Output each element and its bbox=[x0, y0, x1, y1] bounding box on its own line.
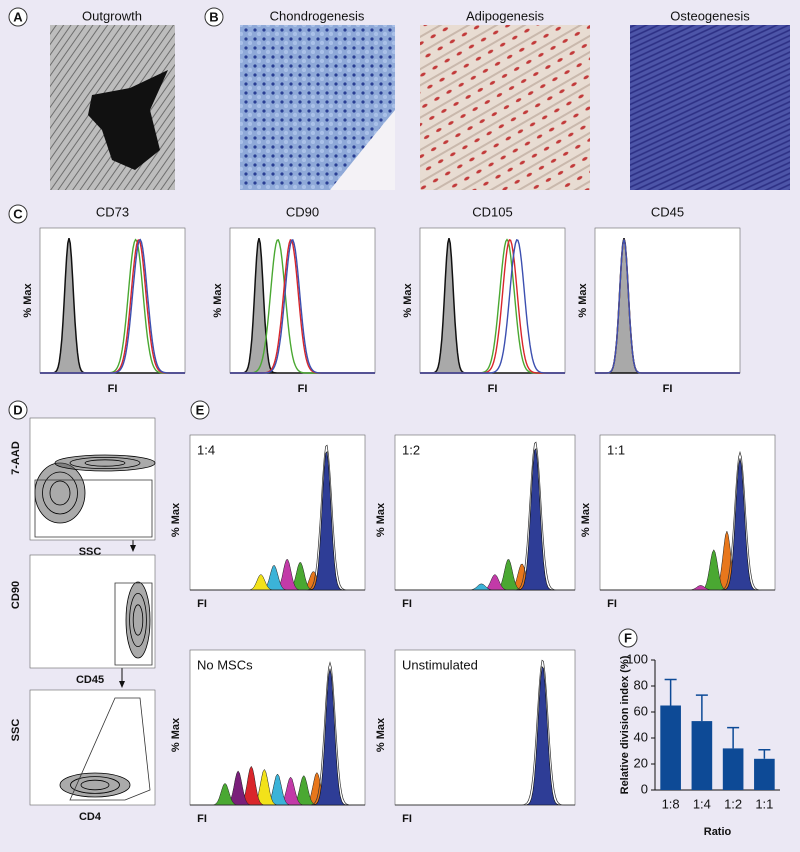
histogram-frame bbox=[189, 434, 366, 591]
marker-curve bbox=[230, 239, 375, 374]
y-axis-label: % Max bbox=[170, 717, 182, 752]
plot-title: CD73 bbox=[96, 204, 129, 219]
density-contour bbox=[132, 604, 144, 636]
image-title: Adipogenesis bbox=[466, 8, 545, 23]
histogram-frame bbox=[599, 434, 776, 591]
panel-badge bbox=[8, 400, 28, 420]
plot-title: CD90 bbox=[286, 204, 319, 219]
y-axis-label: % Max bbox=[22, 283, 34, 318]
y-axis-label: CD90 bbox=[10, 581, 22, 609]
y-axis-label: % Max bbox=[170, 502, 182, 537]
density-contour bbox=[129, 593, 147, 648]
plot-title: 1:2 bbox=[402, 442, 420, 457]
total-fit bbox=[600, 450, 775, 591]
y-axis-label: % Max bbox=[212, 283, 224, 318]
y-axis-label: % Max bbox=[577, 283, 589, 318]
arrow-head bbox=[130, 545, 136, 552]
x-tick-label: 1:8 bbox=[662, 796, 680, 811]
x-axis-label: FI bbox=[488, 383, 498, 395]
y-axis-title: Relative division index (%) bbox=[619, 655, 631, 794]
error-bar bbox=[727, 726, 740, 749]
image-title: Osteogenesis bbox=[670, 8, 750, 23]
error-bar bbox=[695, 694, 708, 722]
y-axis-label: % Max bbox=[375, 502, 387, 537]
density-contour bbox=[70, 776, 120, 794]
panel-label: B bbox=[209, 9, 218, 24]
total-fit bbox=[190, 444, 365, 591]
arrow-head bbox=[119, 681, 125, 688]
panel-label: C bbox=[13, 206, 23, 221]
y-tick-label: 100 bbox=[626, 651, 648, 666]
total-fit bbox=[190, 661, 365, 806]
y-tick-label: 0 bbox=[641, 781, 648, 796]
panel-badge bbox=[204, 7, 224, 27]
x-axis-label: CD45 bbox=[76, 674, 104, 686]
error-bar bbox=[758, 748, 771, 759]
y-tick-label: 20 bbox=[634, 755, 648, 770]
osteo-image bbox=[630, 25, 790, 190]
density-contour bbox=[49, 480, 71, 506]
x-axis-label: FI bbox=[108, 383, 118, 395]
panel-label: A bbox=[13, 9, 23, 24]
density-contour bbox=[80, 779, 110, 791]
x-tick-label: 1:4 bbox=[693, 796, 711, 811]
histogram-frame bbox=[394, 434, 576, 591]
bar bbox=[691, 721, 713, 790]
x-axis-label: FI bbox=[402, 598, 412, 610]
gate bbox=[34, 479, 153, 538]
plot-title: Unstimulated bbox=[402, 657, 478, 672]
panel-badge bbox=[618, 628, 638, 648]
y-tick-label: 40 bbox=[634, 729, 648, 744]
x-axis-label: FI bbox=[298, 383, 308, 395]
x-axis-label: FI bbox=[197, 813, 207, 825]
total-fit bbox=[395, 659, 575, 806]
plot-title: CD45 bbox=[651, 204, 684, 219]
outgrowth-blob bbox=[88, 70, 168, 170]
density-contour bbox=[42, 471, 78, 515]
plot-title: 1:4 bbox=[197, 442, 215, 457]
y-axis-label: SSC bbox=[10, 719, 22, 742]
density-contour bbox=[84, 459, 126, 467]
y-axis-label: 7-AAD bbox=[10, 441, 22, 475]
y-tick-label: 60 bbox=[634, 703, 648, 718]
marker-curve bbox=[420, 239, 565, 374]
chondro-edge bbox=[330, 110, 395, 190]
panel-label: D bbox=[13, 402, 22, 417]
total-fit bbox=[395, 441, 575, 591]
x-tick-label: 1:2 bbox=[724, 796, 742, 811]
panel-badge bbox=[190, 400, 210, 420]
y-tick-label: 80 bbox=[634, 677, 648, 692]
image-title: Chondrogenesis bbox=[270, 8, 365, 23]
panel-label: E bbox=[196, 402, 205, 417]
y-axis-label: % Max bbox=[580, 502, 592, 537]
image-title: Outgrowth bbox=[82, 8, 142, 23]
error-bar bbox=[664, 678, 677, 706]
marker-curve bbox=[40, 238, 185, 374]
x-axis-label: CD4 bbox=[79, 811, 102, 823]
marker-curve bbox=[595, 239, 740, 374]
panel-label: F bbox=[624, 630, 632, 645]
x-axis-label: FI bbox=[607, 598, 617, 610]
adipo-image bbox=[420, 25, 590, 190]
panel-badge bbox=[8, 7, 28, 27]
density-contour bbox=[69, 456, 141, 469]
x-axis-title: Ratio bbox=[704, 826, 732, 838]
plot-title: 1:1 bbox=[607, 442, 625, 457]
y-axis-label: % Max bbox=[375, 717, 387, 752]
gate bbox=[114, 582, 153, 666]
x-axis-label: FI bbox=[663, 383, 673, 395]
bar bbox=[722, 748, 744, 790]
x-tick-label: 1:1 bbox=[755, 796, 773, 811]
y-axis-label: % Max bbox=[402, 283, 414, 318]
panel-badge bbox=[8, 204, 28, 224]
gate bbox=[69, 697, 151, 801]
plot-title: CD105 bbox=[472, 204, 512, 219]
plot-title: No MSCs bbox=[197, 657, 253, 672]
bar bbox=[660, 705, 681, 790]
bar bbox=[754, 758, 775, 790]
x-axis-label: FI bbox=[402, 813, 412, 825]
x-axis-label: FI bbox=[197, 598, 207, 610]
